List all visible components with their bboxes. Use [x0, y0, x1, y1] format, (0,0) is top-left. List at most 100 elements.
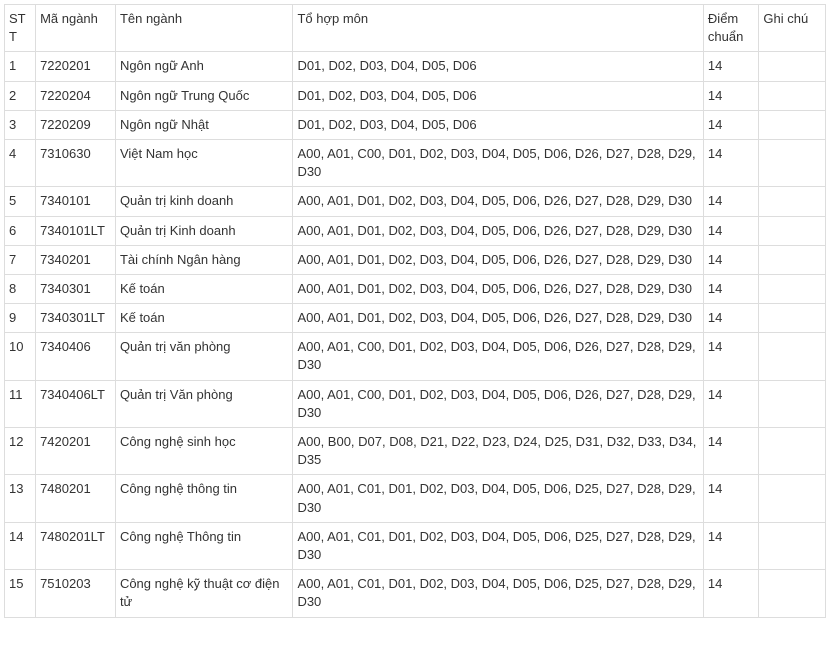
- cell-tohop: A00, A01, C01, D01, D02, D03, D04, D05, …: [293, 570, 703, 617]
- cell-ma: 7340406: [36, 333, 116, 380]
- cell-ten: Quản trị kinh doanh: [115, 187, 293, 216]
- cell-tohop: A00, A01, D01, D02, D03, D04, D05, D06, …: [293, 304, 703, 333]
- cell-diem: 14: [703, 333, 758, 380]
- admission-table: STT Mã ngành Tên ngành Tổ hợp môn Điểm c…: [4, 4, 826, 618]
- cell-ghichu: [759, 52, 826, 81]
- cell-ghichu: [759, 245, 826, 274]
- cell-ma: 7340201: [36, 245, 116, 274]
- cell-ten: Công nghệ thông tin: [115, 475, 293, 522]
- cell-ten: Kế toán: [115, 304, 293, 333]
- cell-stt: 7: [5, 245, 36, 274]
- cell-stt: 12: [5, 428, 36, 475]
- cell-ghichu: [759, 139, 826, 186]
- cell-ghichu: [759, 380, 826, 427]
- cell-tohop: D01, D02, D03, D04, D05, D06: [293, 110, 703, 139]
- header-ten-nganh: Tên ngành: [115, 5, 293, 52]
- table-row: 127420201Công nghệ sinh họcA00, B00, D07…: [5, 428, 826, 475]
- cell-tohop: A00, A01, C01, D01, D02, D03, D04, D05, …: [293, 522, 703, 569]
- table-row: 57340101Quản trị kinh doanhA00, A01, D01…: [5, 187, 826, 216]
- table-row: 47310630Việt Nam họcA00, A01, C00, D01, …: [5, 139, 826, 186]
- header-ma-nganh: Mã ngành: [36, 5, 116, 52]
- table-row: 27220204Ngôn ngữ Trung QuốcD01, D02, D03…: [5, 81, 826, 110]
- cell-ma: 7340301LT: [36, 304, 116, 333]
- cell-ma: 7510203: [36, 570, 116, 617]
- cell-stt: 9: [5, 304, 36, 333]
- cell-ten: Tài chính Ngân hàng: [115, 245, 293, 274]
- header-ghi-chu: Ghi chú: [759, 5, 826, 52]
- header-diem-chuan: Điểm chuẩn: [703, 5, 758, 52]
- cell-diem: 14: [703, 52, 758, 81]
- cell-tohop: A00, A01, C00, D01, D02, D03, D04, D05, …: [293, 333, 703, 380]
- cell-tohop: A00, A01, D01, D02, D03, D04, D05, D06, …: [293, 216, 703, 245]
- cell-ghichu: [759, 475, 826, 522]
- cell-ghichu: [759, 304, 826, 333]
- table-row: 87340301Kế toánA00, A01, D01, D02, D03, …: [5, 274, 826, 303]
- table-row: 117340406LTQuản trị Văn phòngA00, A01, C…: [5, 380, 826, 427]
- cell-diem: 14: [703, 428, 758, 475]
- cell-ma: 7420201: [36, 428, 116, 475]
- cell-diem: 14: [703, 81, 758, 110]
- cell-diem: 14: [703, 139, 758, 186]
- cell-tohop: A00, A01, C00, D01, D02, D03, D04, D05, …: [293, 139, 703, 186]
- cell-ten: Ngôn ngữ Anh: [115, 52, 293, 81]
- cell-stt: 3: [5, 110, 36, 139]
- cell-ghichu: [759, 333, 826, 380]
- table-row: 137480201Công nghệ thông tinA00, A01, C0…: [5, 475, 826, 522]
- cell-stt: 11: [5, 380, 36, 427]
- cell-ten: Ngôn ngữ Trung Quốc: [115, 81, 293, 110]
- header-to-hop-mon: Tổ hợp môn: [293, 5, 703, 52]
- table-row: 107340406Quản trị văn phòngA00, A01, C00…: [5, 333, 826, 380]
- table-header-row: STT Mã ngành Tên ngành Tổ hợp môn Điểm c…: [5, 5, 826, 52]
- cell-ten: Quản trị Kinh doanh: [115, 216, 293, 245]
- cell-ghichu: [759, 216, 826, 245]
- table-row: 77340201Tài chính Ngân hàngA00, A01, D01…: [5, 245, 826, 274]
- cell-tohop: A00, B00, D07, D08, D21, D22, D23, D24, …: [293, 428, 703, 475]
- cell-ma: 7310630: [36, 139, 116, 186]
- cell-stt: 14: [5, 522, 36, 569]
- cell-diem: 14: [703, 110, 758, 139]
- cell-diem: 14: [703, 570, 758, 617]
- cell-stt: 10: [5, 333, 36, 380]
- table-row: 157510203Công nghệ kỹ thuật cơ điện tửA0…: [5, 570, 826, 617]
- cell-ten: Công nghệ Thông tin: [115, 522, 293, 569]
- cell-ghichu: [759, 570, 826, 617]
- cell-tohop: A00, A01, D01, D02, D03, D04, D05, D06, …: [293, 274, 703, 303]
- cell-ma: 7340406LT: [36, 380, 116, 427]
- cell-diem: 14: [703, 245, 758, 274]
- cell-diem: 14: [703, 522, 758, 569]
- table-row: 67340101LTQuản trị Kinh doanhA00, A01, D…: [5, 216, 826, 245]
- cell-stt: 13: [5, 475, 36, 522]
- cell-ma: 7220209: [36, 110, 116, 139]
- cell-diem: 14: [703, 304, 758, 333]
- cell-ma: 7340101: [36, 187, 116, 216]
- table-row: 97340301LTKế toánA00, A01, D01, D02, D03…: [5, 304, 826, 333]
- cell-tohop: A00, A01, C00, D01, D02, D03, D04, D05, …: [293, 380, 703, 427]
- cell-ghichu: [759, 428, 826, 475]
- cell-tohop: A00, A01, D01, D02, D03, D04, D05, D06, …: [293, 187, 703, 216]
- cell-ma: 7340101LT: [36, 216, 116, 245]
- cell-stt: 1: [5, 52, 36, 81]
- cell-ghichu: [759, 274, 826, 303]
- cell-ma: 7220201: [36, 52, 116, 81]
- cell-ghichu: [759, 110, 826, 139]
- cell-ma: 7480201LT: [36, 522, 116, 569]
- cell-ghichu: [759, 81, 826, 110]
- cell-ten: Quản trị Văn phòng: [115, 380, 293, 427]
- cell-stt: 8: [5, 274, 36, 303]
- cell-tohop: A00, A01, D01, D02, D03, D04, D05, D06, …: [293, 245, 703, 274]
- cell-stt: 6: [5, 216, 36, 245]
- cell-diem: 14: [703, 475, 758, 522]
- cell-stt: 4: [5, 139, 36, 186]
- cell-stt: 5: [5, 187, 36, 216]
- cell-ten: Việt Nam học: [115, 139, 293, 186]
- header-stt: STT: [5, 5, 36, 52]
- cell-diem: 14: [703, 274, 758, 303]
- cell-stt: 15: [5, 570, 36, 617]
- cell-tohop: A00, A01, C01, D01, D02, D03, D04, D05, …: [293, 475, 703, 522]
- cell-ma: 7220204: [36, 81, 116, 110]
- cell-tohop: D01, D02, D03, D04, D05, D06: [293, 81, 703, 110]
- cell-ten: Ngôn ngữ Nhật: [115, 110, 293, 139]
- cell-ghichu: [759, 187, 826, 216]
- table-row: 17220201Ngôn ngữ AnhD01, D02, D03, D04, …: [5, 52, 826, 81]
- cell-ma: 7480201: [36, 475, 116, 522]
